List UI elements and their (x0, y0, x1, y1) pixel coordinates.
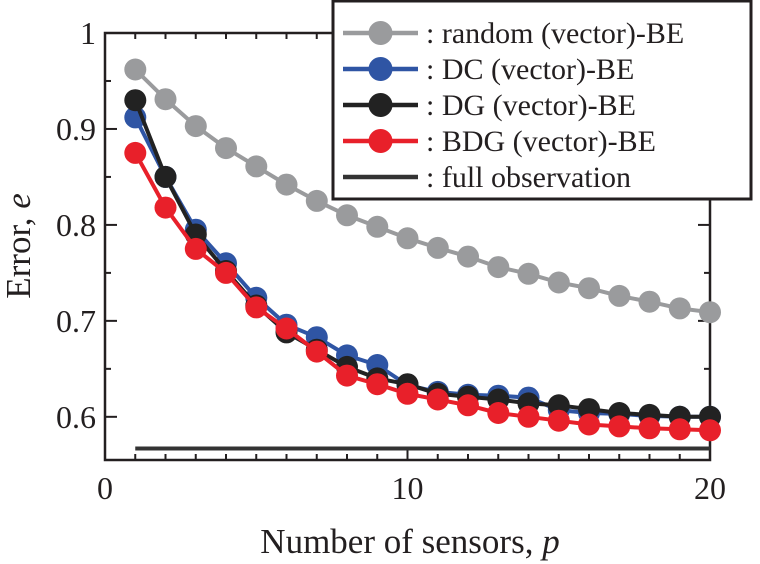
legend-marker (368, 93, 393, 117)
data-point (578, 277, 600, 300)
legend-label: : random (vector)-BE (426, 17, 684, 50)
series-layer (124, 58, 721, 451)
data-point (366, 215, 389, 238)
y-tick-label: 1 (80, 15, 96, 51)
data-point (336, 364, 358, 387)
y-tick-label: 0.8 (56, 207, 96, 243)
data-point (124, 141, 147, 164)
legend-item: : BDG (vector)-BE (343, 125, 656, 158)
data-point (517, 262, 540, 285)
y-tick-label: 0.9 (56, 111, 96, 147)
data-point (517, 405, 540, 428)
x-axis-label: Number of sensors, p (260, 522, 559, 561)
legend-item: : random (vector)-BE (343, 17, 684, 50)
data-point (487, 256, 510, 279)
data-point (578, 398, 600, 421)
data-point (396, 227, 419, 250)
legend-label: : BDG (vector)-BE (426, 125, 656, 158)
legend-label: : full observation (426, 161, 631, 194)
data-point (396, 382, 419, 405)
data-point (366, 373, 389, 396)
data-point (426, 388, 449, 411)
data-point (699, 419, 721, 442)
data-point (245, 155, 268, 178)
legend-item: : full observation (343, 161, 631, 194)
x-tick-label: 0 (97, 470, 113, 506)
series-3 (124, 141, 721, 442)
y-tick-label: 0.7 (56, 303, 96, 339)
data-point (699, 301, 721, 324)
data-point (547, 394, 570, 417)
data-point (608, 284, 631, 307)
data-point (487, 402, 510, 424)
data-point (154, 196, 177, 219)
legend-label: : DG (vector)-BE (426, 89, 636, 122)
data-point (578, 413, 600, 436)
legend-marker (368, 21, 393, 45)
data-point (124, 58, 147, 81)
legend: : random (vector)-BE: DC (vector)-BE: DG… (331, 0, 753, 201)
x-tick-label: 10 (392, 470, 424, 506)
data-point (668, 418, 691, 441)
data-point (305, 189, 328, 212)
data-point (457, 394, 479, 417)
data-point (547, 409, 570, 432)
legend-item: : DC (vector)-BE (343, 53, 634, 86)
data-point (184, 115, 207, 138)
axis-tick-labels: 0 10 20 0.6 0.7 0.8 0.9 1 (56, 15, 726, 506)
y-axis-label: Error, e (0, 193, 38, 299)
data-point (215, 261, 237, 284)
data-point (426, 236, 449, 259)
x-tick-label: 20 (694, 470, 726, 506)
data-point (547, 271, 570, 294)
y-tick-label: 0.6 (56, 399, 96, 435)
data-point (275, 317, 298, 340)
data-point (638, 290, 661, 313)
data-point (275, 173, 298, 196)
data-point (245, 296, 268, 319)
data-point (336, 204, 358, 227)
legend-item: : DG (vector)-BE (343, 89, 636, 122)
series-0 (124, 58, 721, 324)
data-point (124, 89, 147, 112)
data-point (215, 137, 237, 160)
legend-label: : DC (vector)-BE (426, 53, 634, 86)
data-point (154, 165, 177, 188)
data-point (154, 88, 177, 111)
data-point (608, 415, 631, 438)
legend-marker (368, 129, 393, 153)
data-point (638, 417, 661, 440)
data-point (184, 237, 207, 260)
data-point (668, 297, 691, 320)
data-point (305, 340, 328, 363)
legend-marker (368, 57, 393, 81)
data-point (457, 245, 479, 268)
